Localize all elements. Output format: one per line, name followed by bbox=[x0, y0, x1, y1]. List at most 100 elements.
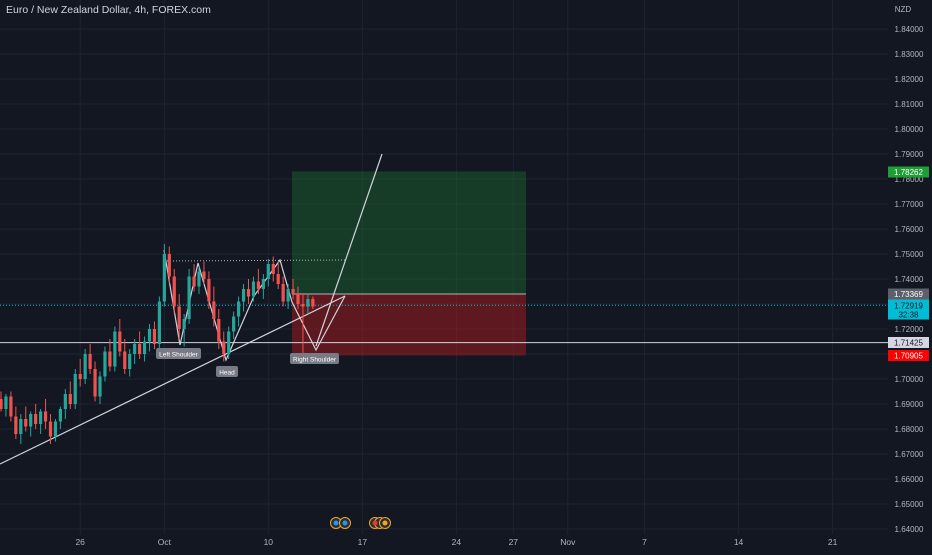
target-zone[interactable] bbox=[292, 171, 526, 295]
candle[interactable] bbox=[207, 271, 211, 310]
candle-body bbox=[251, 281, 256, 297]
candle[interactable] bbox=[4, 394, 8, 417]
candle[interactable] bbox=[29, 411, 33, 437]
price-tick-label: 1.72000 bbox=[895, 325, 924, 334]
candle[interactable] bbox=[246, 279, 251, 304]
candle[interactable] bbox=[167, 246, 171, 285]
candle[interactable] bbox=[281, 276, 285, 307]
candle[interactable] bbox=[241, 284, 246, 312]
candle[interactable] bbox=[24, 406, 28, 432]
candle[interactable] bbox=[197, 266, 201, 295]
candle[interactable] bbox=[296, 286, 300, 310]
candle[interactable] bbox=[311, 296, 315, 310]
candle[interactable] bbox=[73, 369, 77, 409]
candle-body bbox=[93, 369, 97, 397]
candle-body bbox=[172, 276, 176, 307]
price-tick-label: 1.76000 bbox=[895, 225, 924, 234]
candle[interactable] bbox=[133, 339, 137, 364]
candle-body bbox=[108, 351, 112, 367]
candle[interactable] bbox=[39, 409, 43, 434]
candle[interactable] bbox=[291, 279, 295, 299]
candle[interactable] bbox=[172, 269, 176, 314]
candle[interactable] bbox=[251, 276, 256, 302]
economic-event-icon[interactable] bbox=[369, 517, 391, 529]
candle[interactable] bbox=[306, 294, 310, 314]
candle[interactable] bbox=[222, 331, 226, 362]
price-axis[interactable]: 1.84000 1.83000 1.82000 1.81000 1.80000 1.790… bbox=[888, 0, 932, 550]
candle[interactable] bbox=[103, 346, 107, 382]
price-tick-label: 1.84000 bbox=[895, 25, 924, 34]
ascending-trendline[interactable] bbox=[0, 295, 346, 465]
candle-body bbox=[311, 299, 315, 307]
candle[interactable] bbox=[19, 414, 23, 444]
candle[interactable] bbox=[68, 381, 72, 410]
candle[interactable] bbox=[14, 406, 18, 440]
candle[interactable] bbox=[202, 261, 206, 285]
candle[interactable] bbox=[113, 326, 117, 372]
candle[interactable] bbox=[256, 269, 260, 294]
price-tick-label: 1.65000 bbox=[895, 500, 924, 509]
candle-body bbox=[14, 416, 18, 434]
event-icons[interactable] bbox=[330, 517, 391, 529]
candle[interactable] bbox=[118, 319, 122, 357]
candle[interactable] bbox=[78, 359, 82, 387]
time-axis-bg[interactable] bbox=[0, 534, 932, 550]
candle[interactable] bbox=[93, 361, 97, 402]
candle[interactable] bbox=[286, 284, 290, 309]
candle-body bbox=[167, 254, 171, 277]
price-tick-label: 1.79000 bbox=[895, 150, 924, 159]
stop-zone[interactable] bbox=[292, 294, 526, 356]
candle-body bbox=[217, 319, 221, 342]
candle[interactable] bbox=[192, 264, 196, 292]
candle[interactable] bbox=[0, 391, 3, 412]
time-axis[interactable]: 26 Oct 10 17 24 27 Nov 7 14 21 bbox=[0, 534, 932, 550]
risk-reward-zones[interactable] bbox=[292, 171, 526, 356]
candle[interactable] bbox=[271, 256, 275, 282]
candles[interactable] bbox=[0, 244, 315, 444]
price-axis-bg[interactable] bbox=[888, 0, 932, 550]
candle[interactable] bbox=[237, 296, 241, 327]
price-tick-label: 1.70000 bbox=[895, 375, 924, 384]
candle[interactable] bbox=[63, 389, 67, 419]
candle[interactable] bbox=[88, 344, 92, 374]
entry-price-text: 1.73369 bbox=[894, 290, 923, 299]
resistance-dotted-line[interactable] bbox=[163, 259, 346, 262]
candle[interactable] bbox=[152, 321, 157, 350]
candle[interactable] bbox=[128, 349, 132, 377]
candle[interactable] bbox=[142, 336, 147, 362]
candle[interactable] bbox=[182, 314, 186, 347]
economic-event-icon[interactable] bbox=[330, 517, 351, 529]
candle[interactable] bbox=[9, 391, 13, 422]
candle[interactable] bbox=[227, 326, 231, 360]
candle-body bbox=[58, 409, 62, 422]
candle[interactable] bbox=[162, 244, 166, 307]
candle[interactable] bbox=[301, 294, 305, 357]
candle[interactable] bbox=[276, 261, 280, 290]
candle-body bbox=[202, 271, 206, 279]
candle[interactable] bbox=[217, 309, 221, 349]
candle[interactable] bbox=[43, 399, 48, 429]
candle[interactable] bbox=[177, 294, 181, 339]
candle[interactable] bbox=[83, 349, 87, 384]
candle-body bbox=[133, 344, 137, 354]
candle[interactable] bbox=[34, 404, 38, 429]
candle[interactable] bbox=[98, 371, 102, 405]
candle-body bbox=[24, 419, 28, 427]
projection-line[interactable] bbox=[315, 153, 383, 347]
candle[interactable] bbox=[232, 311, 236, 340]
candle[interactable] bbox=[266, 259, 270, 287]
candle[interactable] bbox=[157, 296, 161, 350]
candle[interactable] bbox=[187, 269, 191, 324]
candle[interactable] bbox=[58, 406, 62, 430]
candle[interactable] bbox=[261, 274, 265, 299]
candle[interactable] bbox=[53, 419, 58, 442]
time-tick-label: 14 bbox=[734, 537, 744, 547]
candle[interactable] bbox=[123, 339, 127, 374]
candle[interactable] bbox=[138, 331, 142, 360]
candle[interactable] bbox=[48, 414, 53, 444]
candle[interactable] bbox=[212, 286, 216, 327]
candle[interactable] bbox=[108, 339, 112, 372]
candle[interactable] bbox=[147, 324, 152, 352]
